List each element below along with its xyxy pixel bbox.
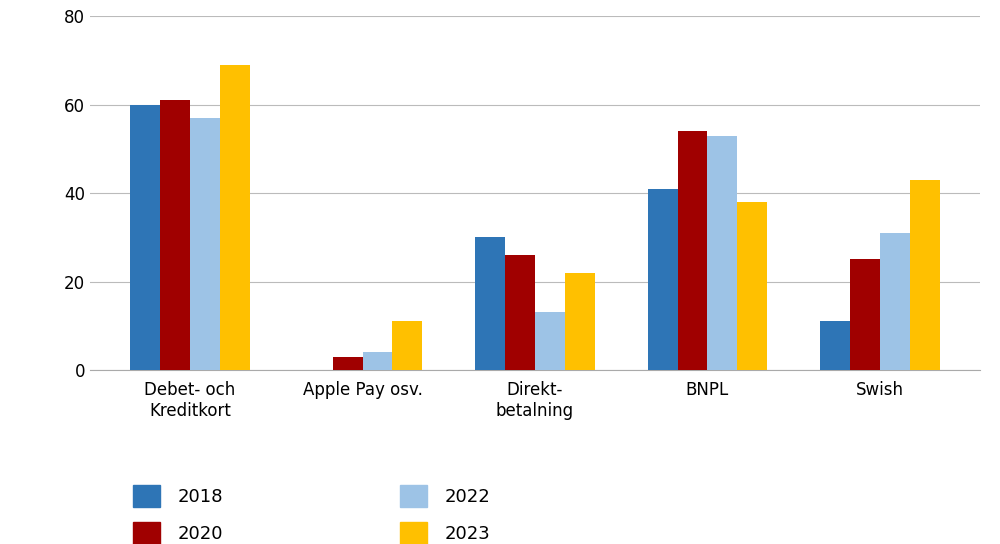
Bar <box>535 312 565 370</box>
Bar <box>648 189 678 370</box>
Bar <box>160 100 190 370</box>
Bar <box>678 131 707 370</box>
Bar <box>820 322 850 370</box>
Bar <box>505 255 535 370</box>
Bar <box>220 65 250 370</box>
Legend: 2022, 2023: 2022, 2023 <box>393 478 498 544</box>
Bar <box>190 118 220 370</box>
Bar <box>363 353 392 370</box>
Bar <box>707 135 737 370</box>
Bar <box>475 237 505 370</box>
Bar <box>565 273 595 370</box>
Bar <box>392 322 422 370</box>
Bar <box>850 259 880 370</box>
Bar <box>130 105 160 370</box>
Bar <box>737 202 767 370</box>
Bar <box>910 180 940 370</box>
Bar <box>333 357 363 370</box>
Bar <box>880 233 910 370</box>
